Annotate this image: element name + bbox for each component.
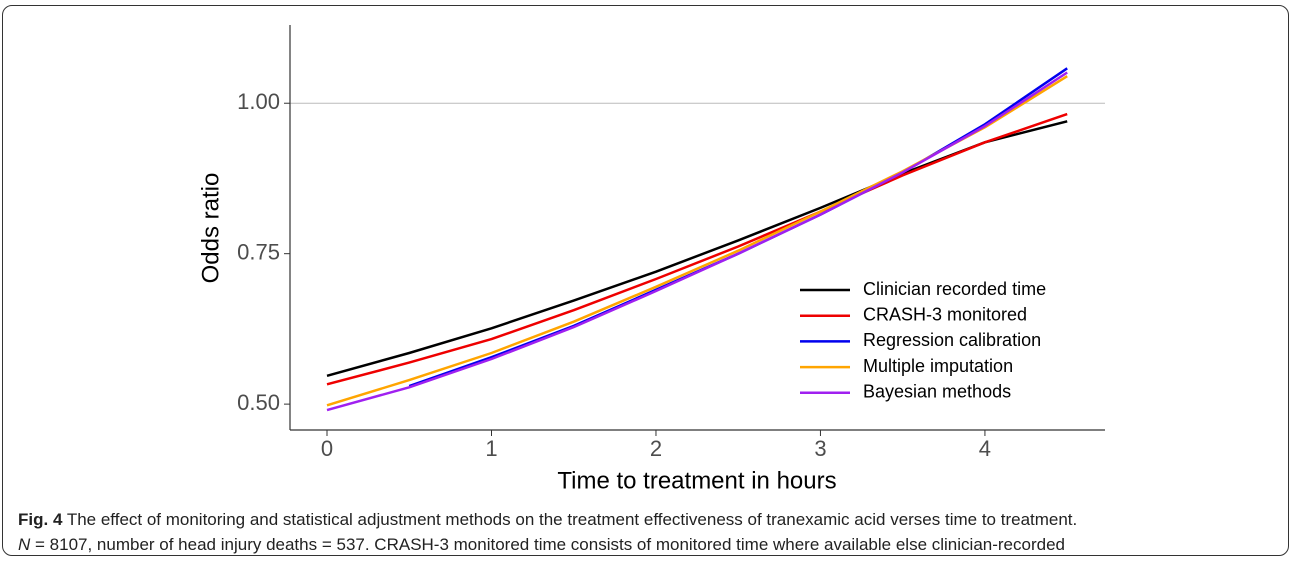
x-tick-label: 0 [321,436,333,461]
y-tick-label: 0.50 [237,390,280,415]
legend-label: Multiple imputation [863,356,1013,376]
caption-n: N [18,535,31,554]
y-tick-label: 1.00 [237,89,280,114]
x-axis-title: Time to treatment in hours [557,467,836,494]
x-tick-label: 2 [650,436,662,461]
x-tick-label: 1 [485,436,497,461]
series-line [326,112,1068,386]
caption-label: Fig. 4 [18,510,63,529]
legend-label: Regression calibration [863,330,1041,350]
legend-label: Clinician recorded time [863,279,1046,299]
figure-frame [2,5,1289,556]
caption-line: Fig. 4 The effect of monitoring and stat… [18,510,1077,530]
caption-text: = 8107, number of head injury deaths = 5… [30,535,1065,554]
y-tick-label: 0.75 [237,239,280,264]
x-tick-label: 3 [814,436,826,461]
caption-text: The effect of monitoring and statistical… [66,510,1078,529]
series-line [326,71,1068,412]
x-tick-label: 4 [979,436,991,461]
legend-label: Bayesian methods [863,382,1011,402]
legend-label: CRASH-3 monitored [863,304,1027,324]
y-axis-title: Odds ratio [197,173,224,284]
caption-line: N = 8107, number of head injury deaths =… [18,535,1065,555]
